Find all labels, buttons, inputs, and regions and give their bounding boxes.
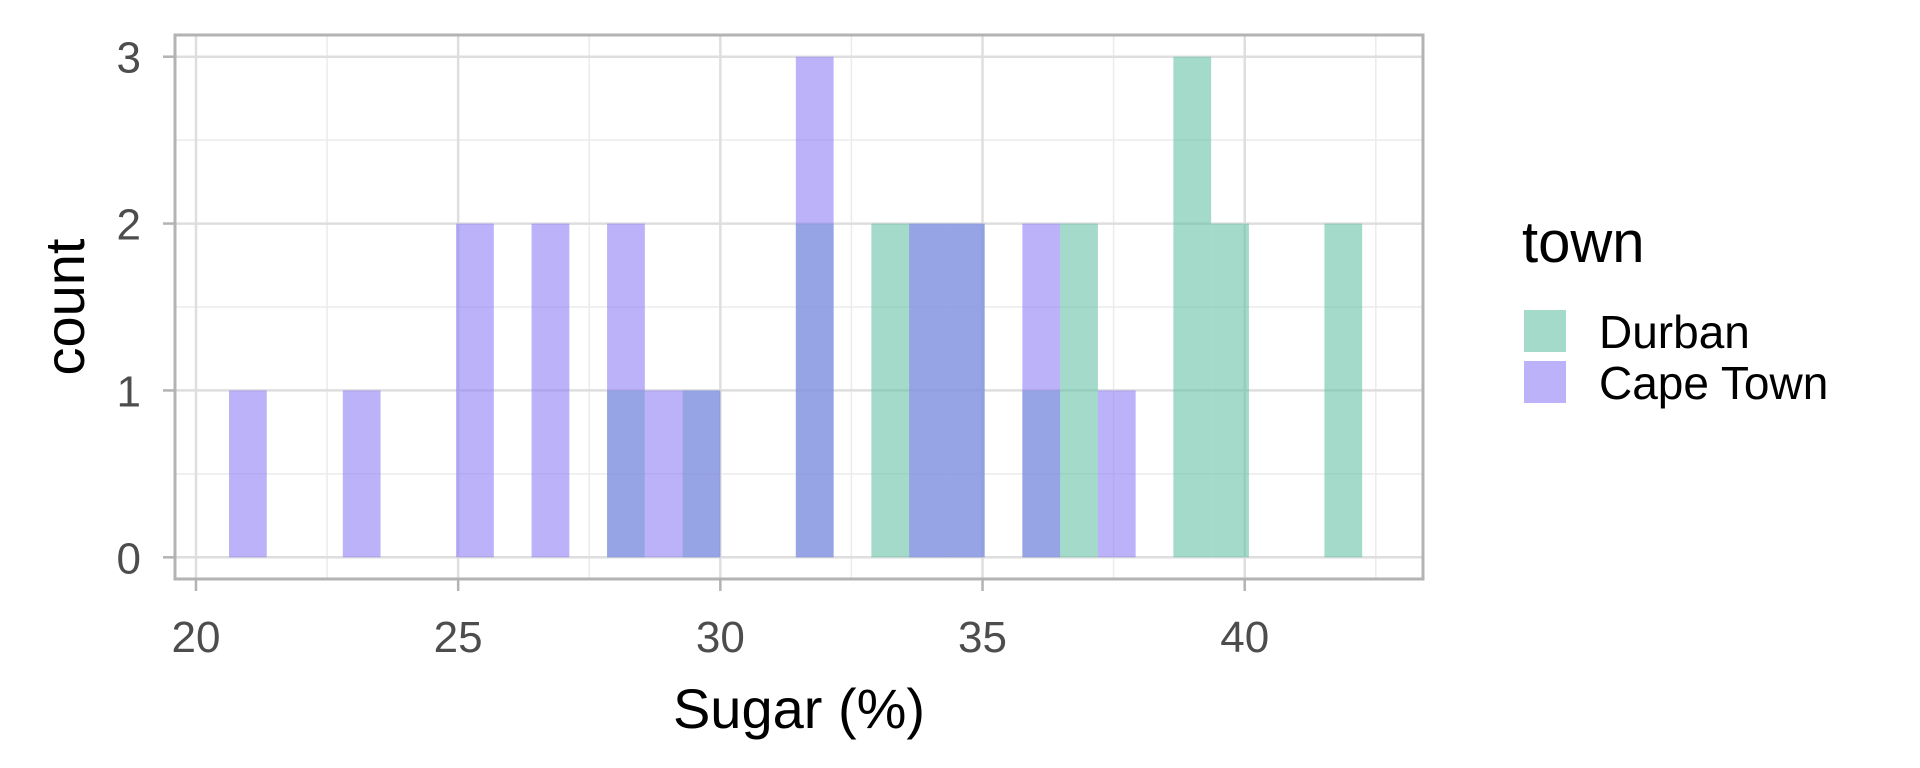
x-axis-title: Sugar (%) [673,677,925,740]
y-tick-label: 2 [117,201,141,250]
legend-label-cape-town: Cape Town [1599,357,1828,409]
x-axis-ticks: 20 25 30 35 40 [171,579,1269,662]
legend-key-cape-town [1524,361,1566,403]
bar-cape-town [909,223,947,558]
bar-durban [1324,223,1363,558]
plot-border [173,33,1425,581]
bar-cape-town [644,390,683,558]
x-tick-label: 35 [958,613,1007,662]
y-tick-label: 0 [117,534,141,583]
y-tick-label: 3 [117,34,141,83]
bar-cape-town [531,223,570,558]
legend-key-durban [1524,310,1566,352]
x-tick-label: 40 [1220,613,1269,662]
bar-durban [871,223,910,558]
legend-label-durban: Durban [1599,306,1750,358]
bar-cape-town [342,390,381,558]
x-tick-label: 25 [434,613,483,662]
bar-cape-town [607,223,645,558]
x-tick-label: 30 [696,613,745,662]
bar-cape-town [456,223,494,558]
y-axis-ticks: 0 1 2 3 [117,34,175,583]
histogram-bars [229,56,1363,558]
bar-cape-town [1097,390,1136,558]
bar-durban [1211,223,1249,558]
legend-title: town [1522,210,1645,275]
y-axis-title: count [33,238,96,375]
y-tick-label: 1 [117,367,141,416]
bar-cape-town [946,223,985,558]
bar-durban [1173,56,1212,558]
x-tick-label: 20 [171,613,220,662]
bar-cape-town [229,390,267,558]
bar-cape-town [682,390,721,558]
bar-cape-town [1022,223,1061,558]
bar-cape-town [795,56,834,558]
bar-durban [1060,223,1098,558]
